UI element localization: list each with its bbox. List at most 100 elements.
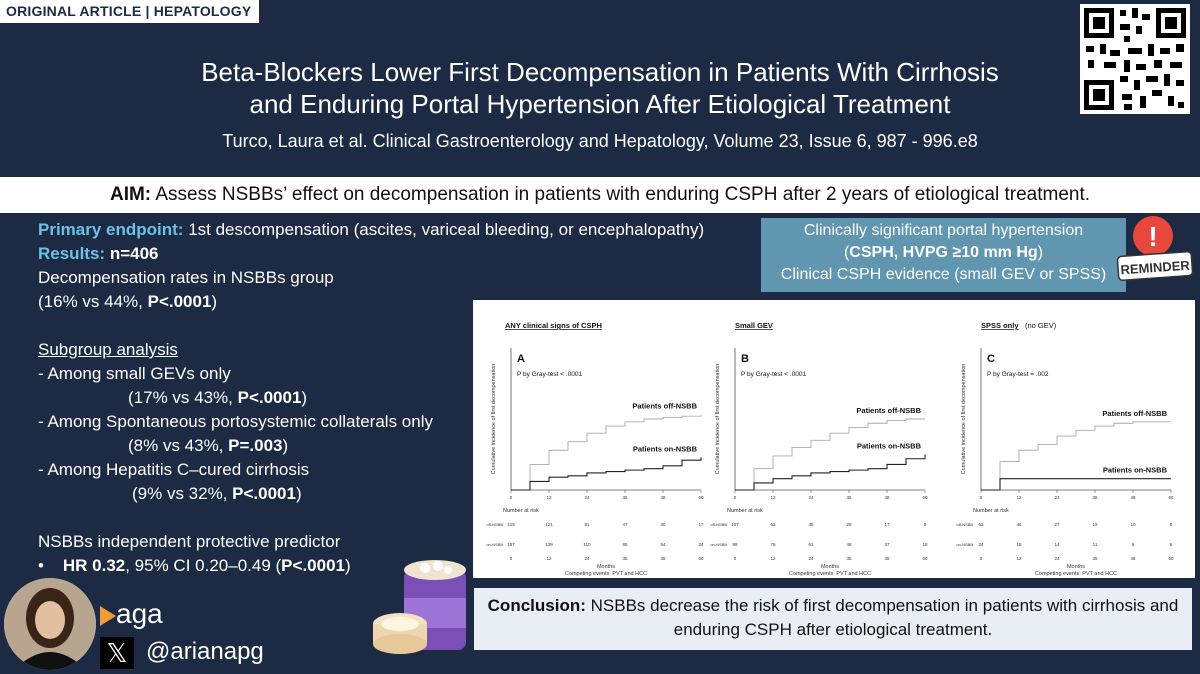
subgroup-2: - Among Spontaneous portosystemic collat…: [38, 412, 433, 431]
sub3-p: P<.0001: [232, 484, 296, 503]
hr-p: P<.0001: [281, 556, 345, 575]
series-off-nsbb-line: [981, 421, 1171, 491]
risk-row-name: off-NSBB: [956, 522, 973, 527]
reminder-line-3: Clinical CSPH evidence (small GEV or SPS…: [780, 266, 1107, 283]
results-label: Results:: [38, 244, 106, 263]
risk-value: 85: [622, 542, 628, 547]
risk-value: 76: [770, 542, 776, 547]
risk-value: 37: [884, 542, 890, 547]
risk-x-tick-label: 48: [884, 556, 890, 561]
sub2-pre: (8% vs 43%,: [128, 436, 229, 455]
hr-post: ): [344, 556, 351, 575]
hr-ci: , 95% CI 0.20–0.49 (: [125, 556, 282, 575]
series-label: Patients on-NSBB: [633, 444, 698, 453]
sub1-pre: (17% vs 43%,: [128, 388, 238, 407]
risk-value: 24: [978, 542, 984, 547]
risk-value: 5: [1170, 542, 1173, 547]
risk-value: 99: [732, 542, 738, 547]
x-tick-label: 60: [922, 495, 928, 500]
risk-x-tick-label: 48: [660, 556, 666, 561]
reminder-line-2: (CSPH, HVPG ≥10 mm Hg): [761, 242, 1126, 264]
x-tick-label: 0: [980, 495, 983, 500]
x-tick-label: 24: [1054, 495, 1060, 500]
x-axis-label: Months: [821, 564, 839, 570]
risk-x-tick-label: 36: [622, 556, 628, 561]
sub1-p: P<.0001: [237, 388, 302, 407]
qr-code[interactable]: [1080, 4, 1190, 114]
bullet: •: [38, 556, 44, 575]
risk-value: 107: [731, 522, 739, 527]
aga-logo: aga: [100, 598, 163, 630]
x-logo-icon[interactable]: 𝕏: [100, 637, 134, 669]
risk-value: 18: [1016, 542, 1022, 547]
panel-title: ANY clinical signs of CSPH: [505, 321, 602, 330]
reminder-paren-open: (: [843, 244, 850, 261]
subgroup-2-result: (8% vs 43%, P=.003): [38, 434, 478, 458]
series-on-nsbb-line: [981, 478, 1171, 491]
csph-reminder-box: Clinically significant portal hypertensi…: [761, 218, 1126, 292]
x-axis-label: Months: [1067, 564, 1085, 570]
title-line-1: Beta-Blockers Lower First Decompensation…: [201, 57, 999, 87]
x-tick-label: 12: [770, 495, 776, 500]
social-handle[interactable]: @arianapg: [146, 638, 264, 665]
aim-bar: AIM: Assess NSBBs’ effect on decompensat…: [0, 177, 1200, 213]
y-axis-label: Cumulative incidence of first decompensa…: [491, 364, 497, 475]
reminder-csph-def: CSPH, HVPG ≥10 mm Hg: [849, 244, 1038, 261]
risk-value: 219: [507, 522, 515, 527]
sub3-pre: (9% vs 32%,: [132, 484, 233, 503]
subgroup-3-result: (9% vs 32%, P<.0001): [38, 482, 478, 506]
qr-code-icon: [1084, 8, 1186, 110]
rates-line-1: Decompensation rates in NSBBs group: [38, 268, 334, 287]
risk-value: 30: [660, 522, 666, 527]
results-n: n=406: [109, 244, 159, 263]
risk-value: 27: [1054, 522, 1060, 527]
series-label: Patients on-NSBB: [857, 442, 922, 451]
risk-table-label: Number at risk: [973, 508, 1009, 514]
reminder-icon: ! REMINDER: [1110, 214, 1196, 289]
x-tick-label: 24: [808, 495, 814, 500]
risk-x-tick-label: 36: [846, 556, 852, 561]
x-tick-label: 36: [1092, 495, 1098, 500]
risk-value: 121: [545, 522, 553, 527]
conclusion-label: Conclusion:: [487, 596, 586, 615]
risk-value: 19: [1092, 522, 1098, 527]
risk-x-tick-label: 0: [980, 556, 983, 561]
risk-value: 25: [846, 522, 852, 527]
cumulative-incidence-charts: ANY clinical signs of CSPH Cumulative inc…: [486, 321, 1174, 577]
risk-x-tick-label: 0: [510, 556, 513, 561]
risk-value: 48: [846, 542, 852, 547]
rates-line-2: (16% vs 44%, P<.0001): [38, 290, 478, 314]
panel-stat: P by Gray-test = .002: [987, 371, 1049, 378]
panel-footnote: Competing events: PVT and HCC: [1035, 571, 1117, 577]
y-axis-label: Cumulative incidence of first decompensa…: [715, 364, 721, 475]
risk-value: 45: [808, 522, 814, 527]
conclusion-box: Conclusion: NSBBs decrease the risk of f…: [474, 588, 1192, 650]
risk-value: 61: [808, 542, 814, 547]
avatar: [4, 578, 96, 670]
rates-p: P<.0001: [147, 292, 212, 311]
subgroup-title: Subgroup analysis: [38, 340, 178, 359]
primary-endpoint-text: 1st descompensation (ascites, variceal b…: [188, 220, 705, 239]
sub3-post: ): [295, 484, 302, 503]
risk-value: 63: [978, 522, 984, 527]
reminder-badge-text: REMINDER: [1120, 258, 1191, 278]
risk-table-label: Number at risk: [503, 508, 539, 514]
x-tick-label: 0: [510, 495, 513, 500]
risk-x-tick-label: 12: [770, 556, 776, 561]
risk-value: 18: [922, 542, 928, 547]
hr-line: • HR 0.32, 95% CI 0.20–0.49 (P<.0001): [38, 554, 478, 578]
rates-post: ): [211, 292, 218, 311]
risk-value: 81: [584, 522, 590, 527]
x-tick-label: 12: [546, 495, 552, 500]
series-on-nsbb-line: [735, 454, 926, 491]
subgroup-1: - Among small GEVs only: [38, 364, 231, 383]
hr-label: HR 0.32: [62, 556, 126, 575]
results-column: Primary endpoint: 1st descompensation (a…: [38, 218, 704, 578]
risk-row-name: on-NSBB: [710, 542, 727, 547]
risk-x-tick-label: 12: [1016, 556, 1022, 561]
risk-x-tick-label: 60: [922, 556, 928, 561]
aim-label: AIM:: [109, 184, 152, 205]
x-tick-label: 12: [1016, 495, 1022, 500]
x-tick-label: 0: [734, 495, 737, 500]
predictor-title: NSBBs independent protective predictor: [38, 532, 341, 551]
